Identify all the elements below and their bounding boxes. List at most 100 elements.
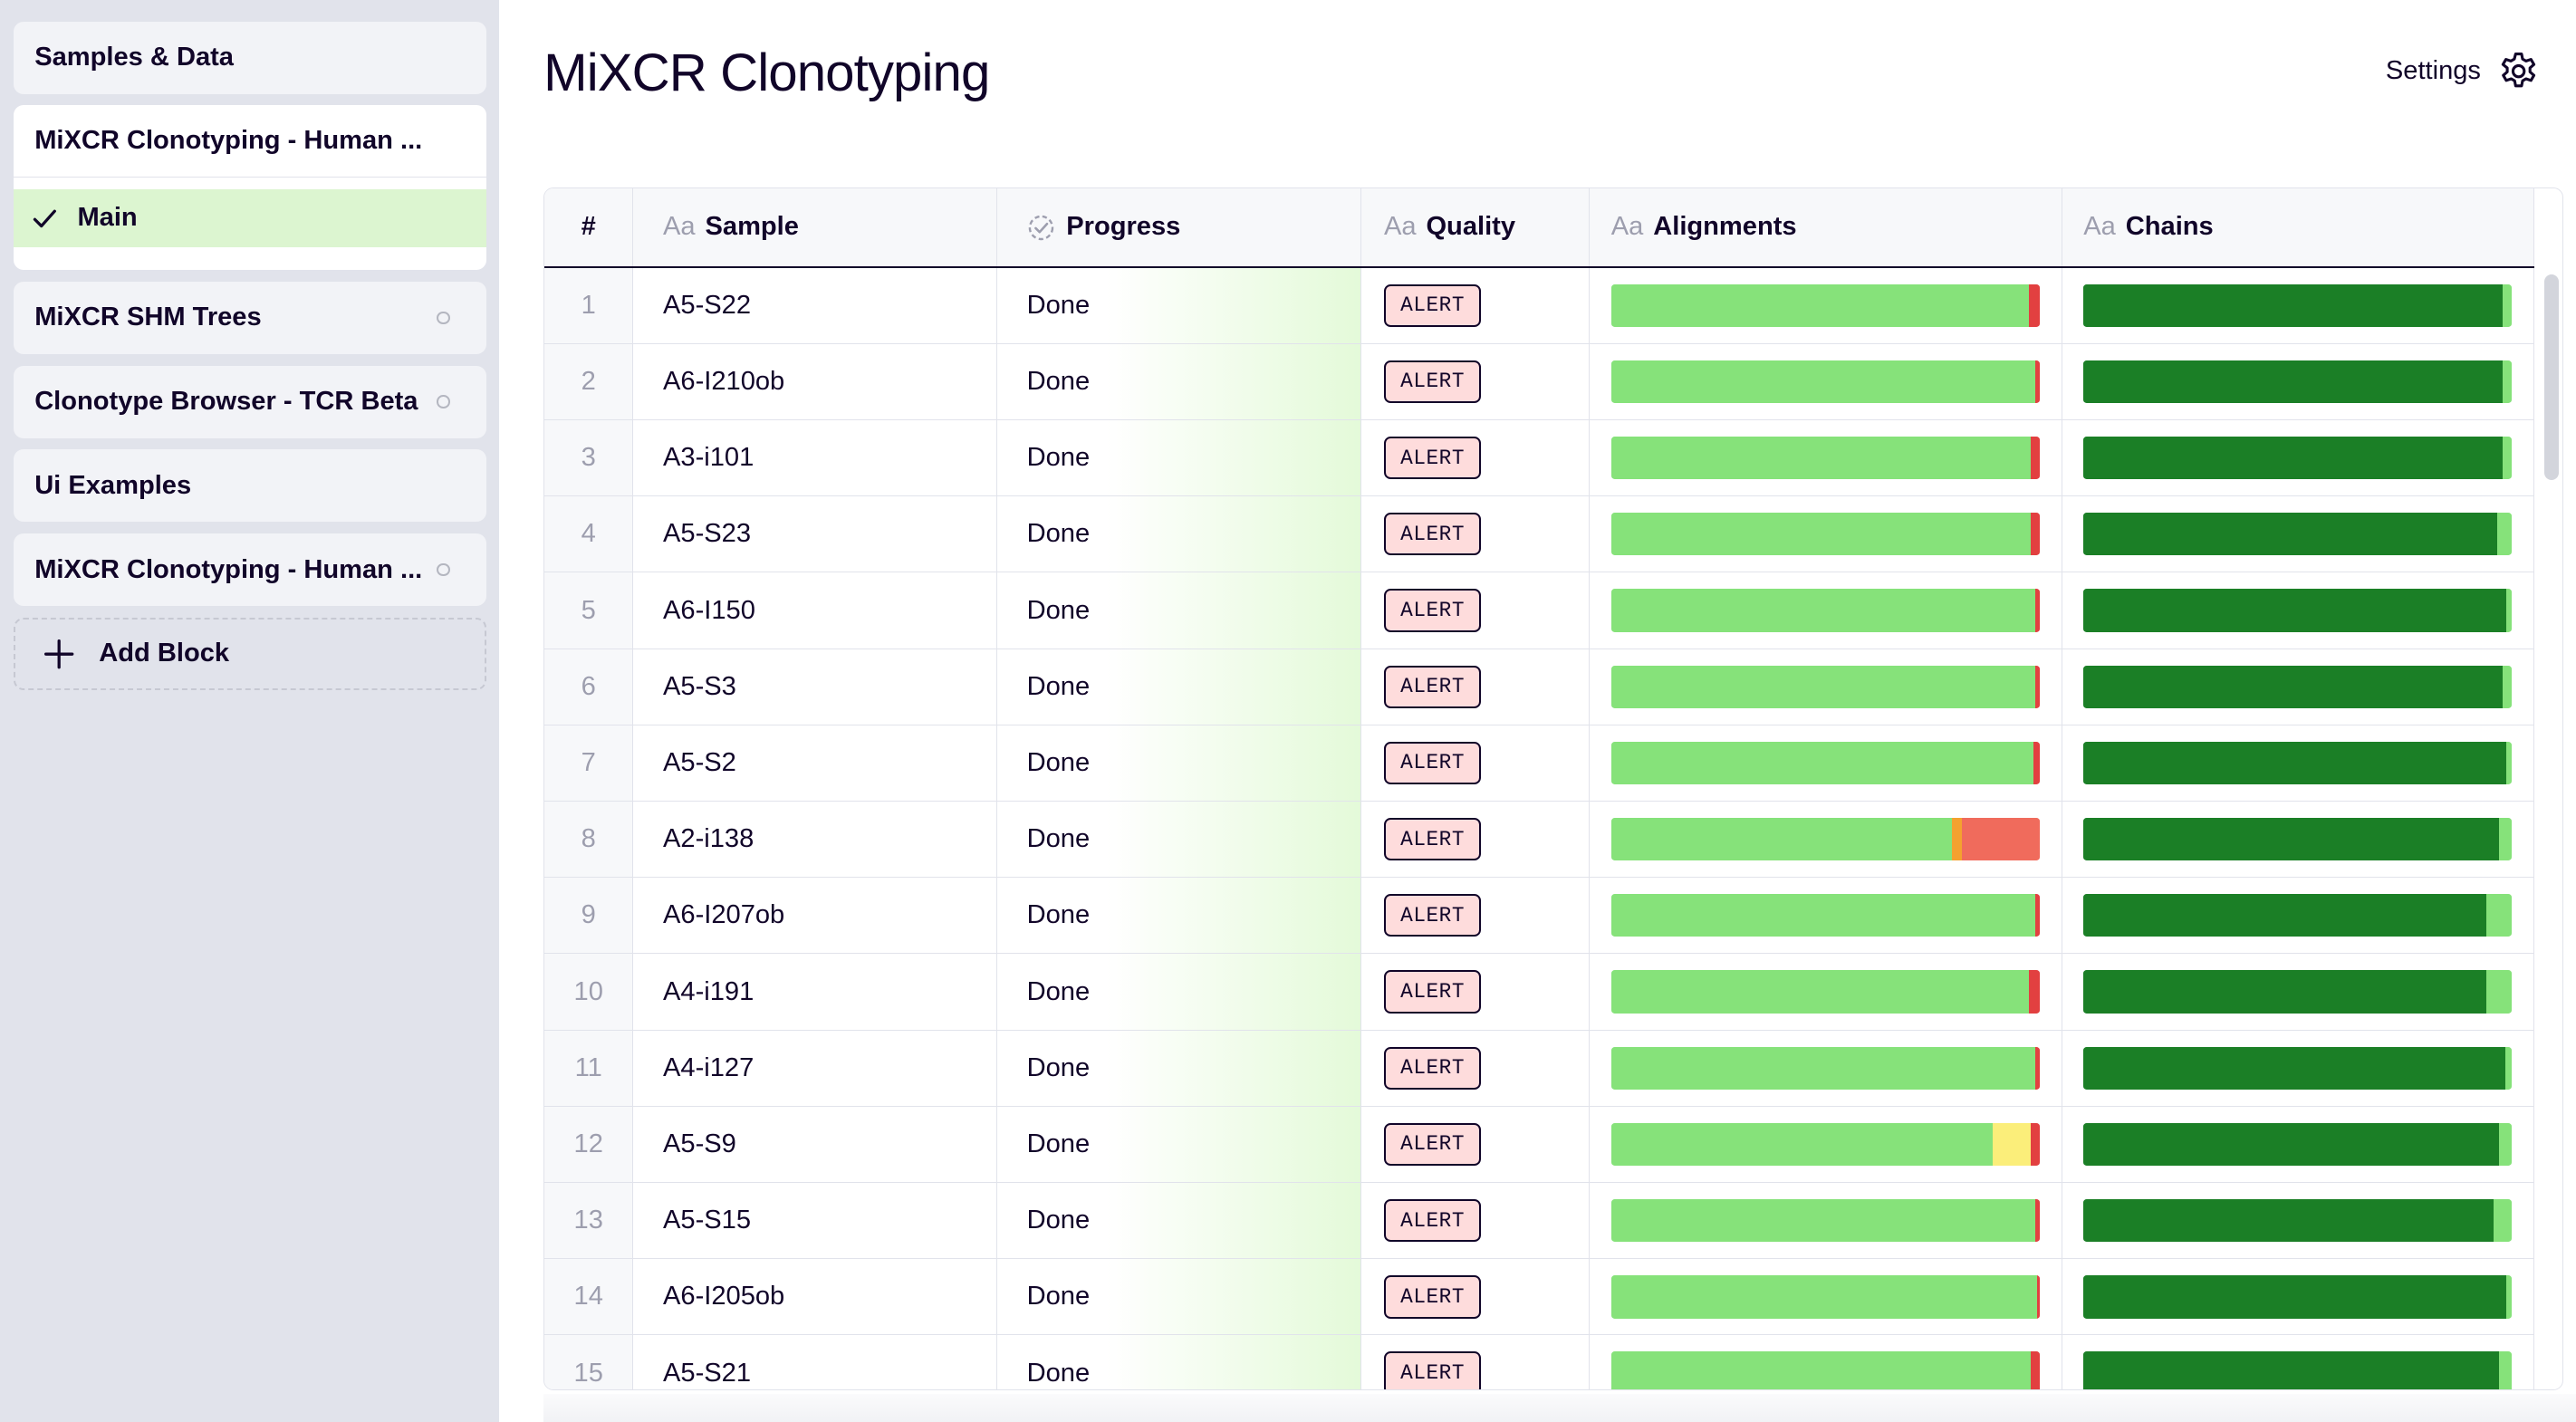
settings-button[interactable]: Settings — [2386, 50, 2541, 92]
table-row[interactable]: 5 A6-I150 Done ALERT — [544, 572, 2535, 649]
sample-cell[interactable]: A3-i101 — [633, 420, 997, 496]
sample-cell[interactable]: A5-S3 — [633, 649, 997, 725]
progress-cell: Done — [996, 649, 1361, 725]
sample-cell[interactable]: A4-i191 — [633, 954, 997, 1030]
bar-segment — [1610, 970, 2029, 1014]
table-row[interactable]: 4 A5-S23 Done ALERT — [544, 496, 2535, 573]
row-number-text: 4 — [581, 519, 596, 549]
add-block-button[interactable]: Add Block — [13, 617, 486, 690]
table-row[interactable]: 9 A6-I207ob Done ALERT — [544, 878, 2535, 955]
table-row[interactable]: 6 A5-S3 Done ALERT — [544, 649, 2535, 725]
quality-alert-badge[interactable]: ALERT — [1383, 360, 1482, 404]
table-row[interactable]: 7 A5-S2 Done ALERT — [544, 725, 2535, 802]
progress-cell: Done — [996, 267, 1361, 343]
sample-cell[interactable]: A2-i138 — [633, 802, 997, 878]
quality-alert-badge[interactable]: ALERT — [1383, 665, 1482, 708]
sample-cell[interactable]: A5-S9 — [633, 1106, 997, 1183]
table-row[interactable]: 2 A6-I210ob Done ALERT — [544, 343, 2535, 421]
alignments-bar — [1610, 970, 2040, 1014]
row-number: 11 — [544, 1030, 634, 1106]
quality-alert-badge[interactable]: ALERT — [1383, 1275, 1482, 1319]
bar-segment — [2498, 1351, 2513, 1389]
bar-segment — [2083, 894, 2486, 937]
quality-alert-badge[interactable]: ALERT — [1383, 1199, 1482, 1243]
table-row[interactable]: 1 A5-S22 Done ALERT — [544, 267, 2535, 344]
quality-alert-badge[interactable]: ALERT — [1383, 436, 1482, 480]
column-header-sample[interactable]: Aa Sample — [633, 188, 997, 266]
bar-segment — [1610, 436, 2032, 480]
sample-cell[interactable]: A4-i127 — [633, 1030, 997, 1106]
row-number: 8 — [544, 802, 634, 878]
bar-segment — [2506, 589, 2513, 632]
sidebar-subitem-main[interactable]: Main — [13, 189, 486, 247]
quality-alert-badge[interactable]: ALERT — [1383, 283, 1482, 327]
bar-segment — [2083, 589, 2507, 632]
quality-alert-badge[interactable]: ALERT — [1383, 1122, 1482, 1167]
bar-segment — [2083, 1275, 2507, 1319]
alignments-cell — [1590, 343, 2062, 420]
chains-cell — [2062, 1335, 2535, 1389]
table-row[interactable]: 10 A4-i191 Done ALERT — [544, 954, 2535, 1031]
bar-segment — [2502, 665, 2513, 708]
column-header-num[interactable]: # — [544, 188, 634, 266]
quality-alert-badge[interactable]: ALERT — [1383, 970, 1482, 1014]
alignments-bar — [1610, 360, 2040, 404]
table-body: 1 A5-S22 Done ALERT 2 A6-I210ob Done ALERT 3 A3-i… — [544, 267, 2535, 1389]
column-header-label: Chains — [2125, 212, 2214, 242]
sidebar-item-clonotype-browser[interactable]: Clonotype Browser - TCR Beta — [13, 365, 486, 438]
table-row[interactable]: 3 A3-i101 Done ALERT — [544, 420, 2535, 497]
bar-segment — [2083, 1122, 2499, 1167]
vertical-scrollbar[interactable] — [2543, 274, 2560, 481]
quality-alert-badge[interactable]: ALERT — [1383, 589, 1482, 632]
chains-cell — [2062, 725, 2535, 802]
column-header-chains[interactable]: Aa Chains — [2062, 188, 2535, 266]
sample-cell[interactable]: A6-I207ob — [633, 878, 997, 954]
sample-cell[interactable]: A6-I150 — [633, 572, 997, 649]
table-row[interactable]: 13 A5-S15 Done ALERT — [544, 1183, 2535, 1260]
column-header-alignments[interactable]: Aa Alignments — [1590, 188, 2062, 266]
sidebar-item-label: MiXCR SHM Trees — [34, 303, 262, 332]
sidebar-item-mixcr-clonotyping[interactable]: MiXCR Clonotyping - Human ... — [13, 105, 486, 178]
progress-cell-text: Done — [1026, 595, 1091, 625]
sidebar-item-ui-examples[interactable]: Ui Examples — [13, 449, 486, 523]
sidebar-item-label: MiXCR Clonotyping - Human ... — [34, 554, 423, 584]
bar-segment — [2034, 1046, 2040, 1090]
table-row[interactable]: 11 A4-i127 Done ALERT — [544, 1030, 2535, 1107]
quality-alert-badge[interactable]: ALERT — [1383, 1046, 1482, 1090]
sidebar-item-mixcr-clonotyping-2[interactable]: MiXCR Clonotyping - Human ... — [13, 533, 486, 607]
table-row[interactable]: 15 A5-S21 Done ALERT — [544, 1335, 2535, 1389]
table-row[interactable]: 14 A6-I205ob Done ALERT — [544, 1259, 2535, 1336]
sample-cell[interactable]: A6-I205ob — [633, 1259, 997, 1335]
quality-alert-badge[interactable]: ALERT — [1383, 818, 1482, 861]
sidebar-item-samples-data[interactable]: Samples & Data — [13, 21, 486, 94]
sample-cell-text: A6-I150 — [663, 595, 755, 625]
column-header-quality[interactable]: Aa Quality — [1360, 188, 1591, 266]
bar-segment — [2502, 283, 2513, 327]
column-header-progress[interactable]: Progress — [996, 188, 1361, 266]
sidebar-item-mixcr-shm-trees[interactable]: MiXCR SHM Trees — [13, 281, 486, 354]
chains-bar — [2083, 970, 2513, 1014]
progress-cell-text: Done — [1026, 519, 1091, 549]
quality-alert-badge[interactable]: ALERT — [1383, 741, 1482, 785]
sample-cell[interactable]: A6-I210ob — [633, 343, 997, 420]
sample-cell[interactable]: A5-S22 — [633, 267, 997, 343]
sample-cell[interactable]: A5-S21 — [633, 1335, 997, 1389]
bar-segment — [2502, 360, 2513, 404]
sample-cell[interactable]: A5-S15 — [633, 1183, 997, 1259]
quality-alert-badge[interactable]: ALERT — [1383, 1351, 1482, 1389]
main-content: MiXCR Clonotyping Settings # Aa Sample — [499, 0, 2576, 1422]
table-row[interactable]: 8 A2-i138 Done ALERT — [544, 802, 2535, 879]
chains-bar — [2083, 436, 2513, 480]
table-row[interactable]: 12 A5-S9 Done ALERT — [544, 1106, 2535, 1184]
quality-cell: ALERT — [1361, 420, 1591, 496]
quality-alert-badge[interactable]: ALERT — [1383, 513, 1482, 556]
bar-segment — [1610, 513, 2032, 556]
quality-alert-badge[interactable]: ALERT — [1383, 894, 1482, 937]
quality-cell: ALERT — [1361, 649, 1591, 725]
row-number: 3 — [544, 420, 634, 496]
status-dot-icon — [436, 395, 450, 408]
sample-cell[interactable]: A5-S2 — [633, 725, 997, 802]
sample-cell[interactable]: A5-S23 — [633, 496, 997, 572]
row-number-text: 7 — [581, 747, 596, 777]
row-number-text: 11 — [574, 1052, 602, 1082]
